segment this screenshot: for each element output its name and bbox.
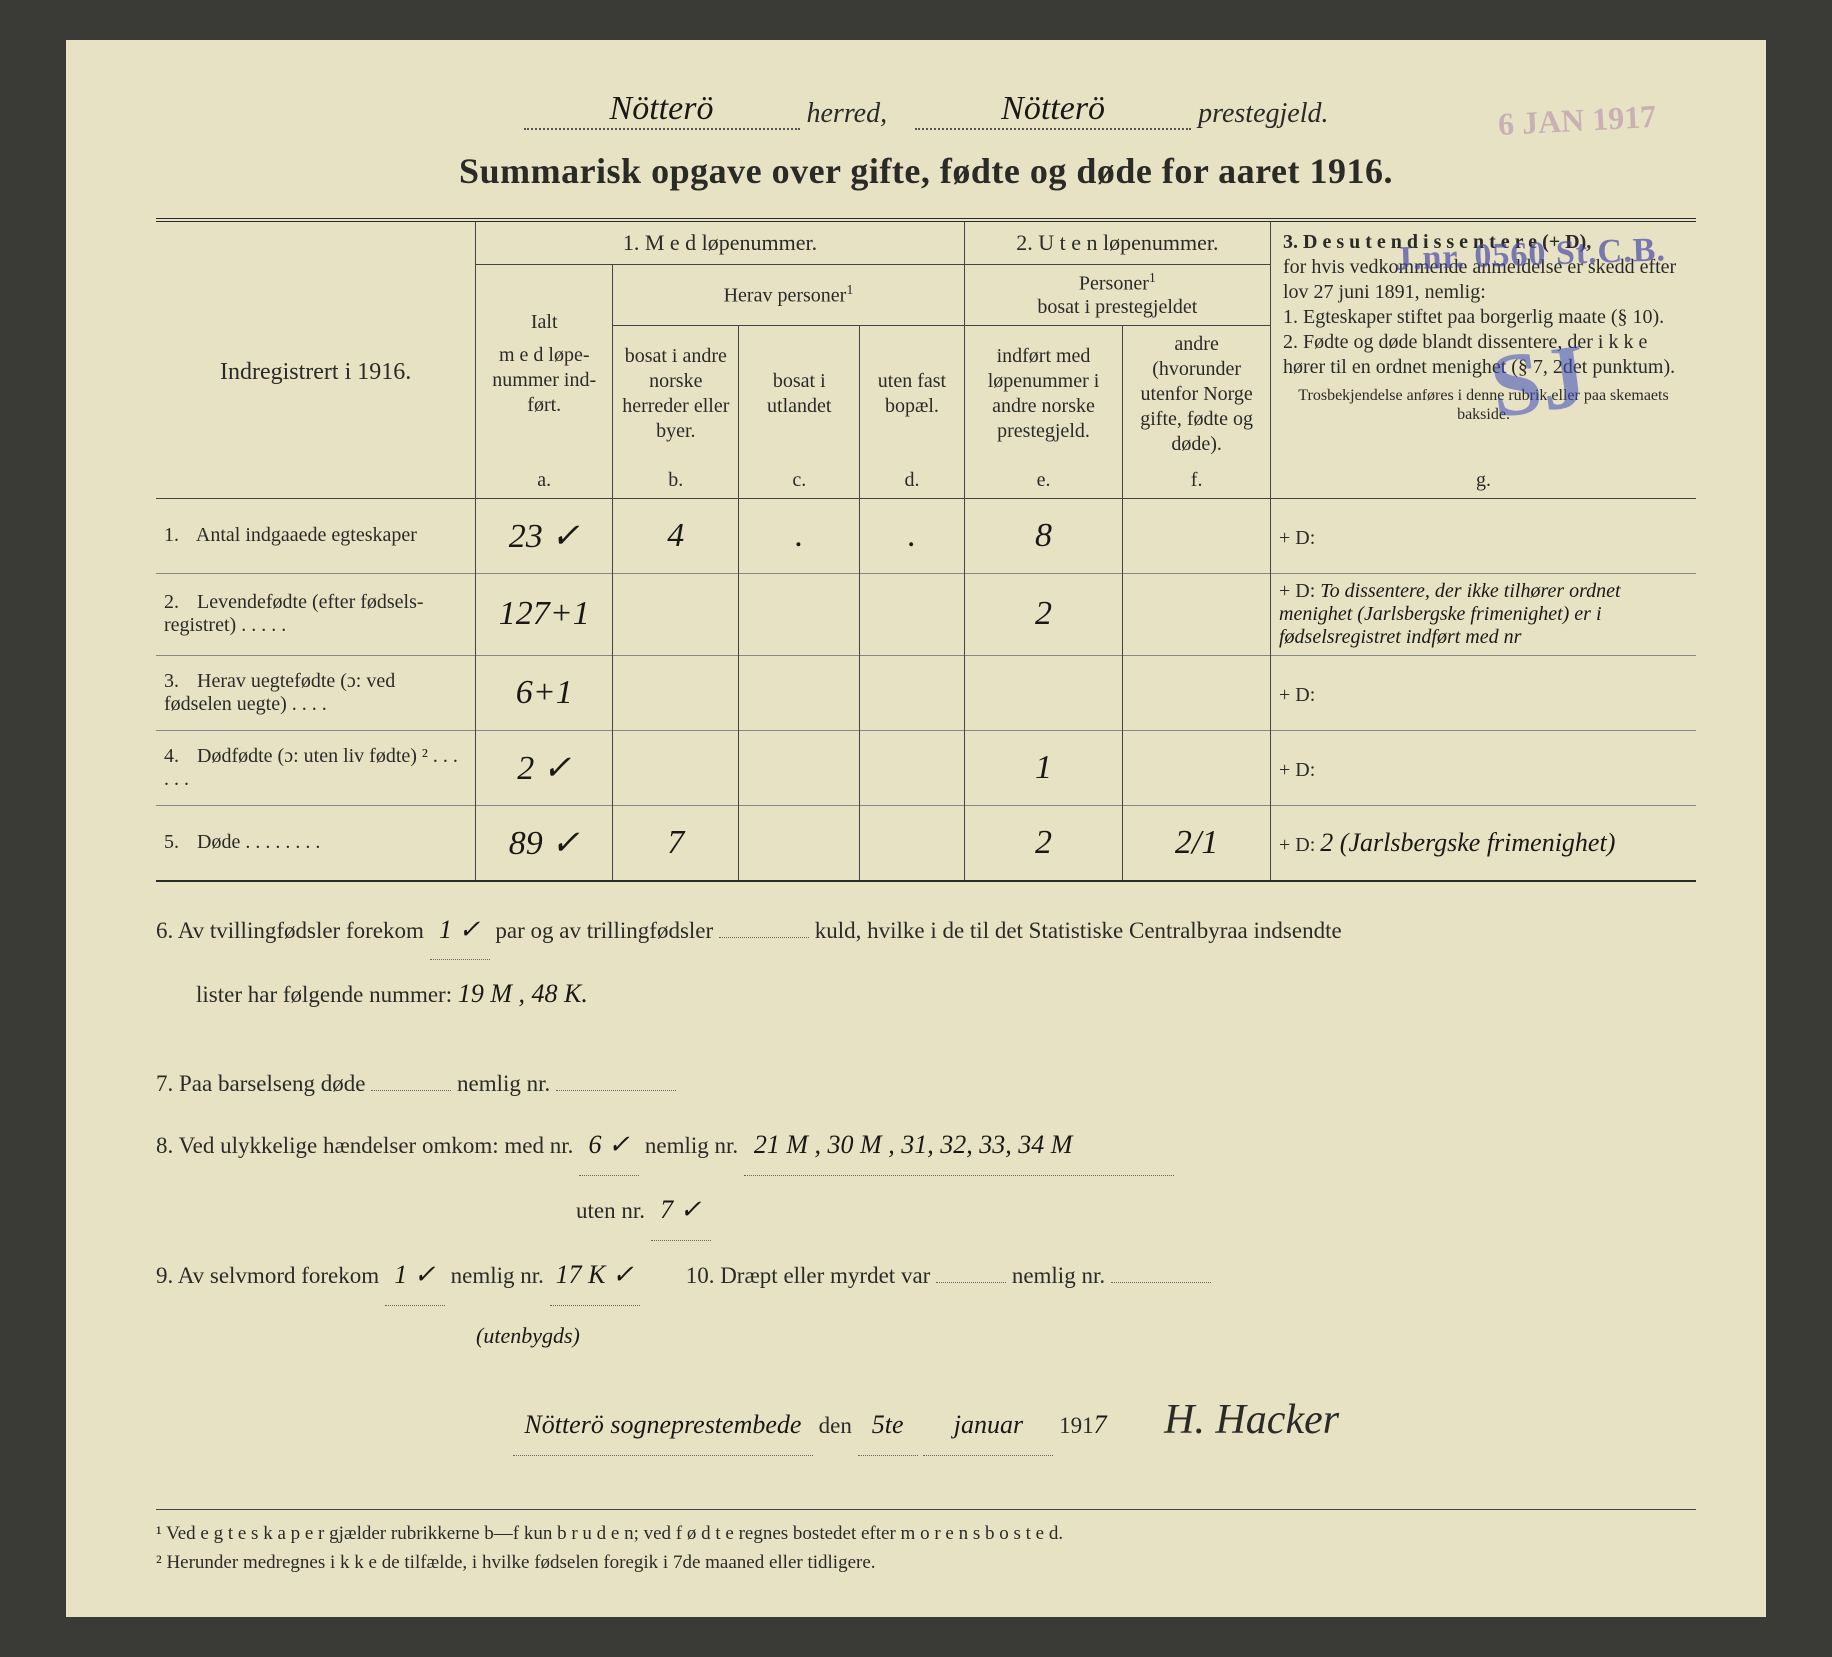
document-page: 6 JAN 1917 J.nr. 0560 St.C.B. SJ Nötterö… <box>66 40 1766 1617</box>
col-b-header: bosat i andre norske herreder eller byer… <box>613 325 739 463</box>
letter-b: b. <box>613 463 739 499</box>
stamp-received-date: 6 JAN 1917 <box>1497 98 1657 143</box>
footnotes: ¹ Ved e g t e s k a p e r gjælder rubrik… <box>156 1509 1696 1577</box>
date-month: januar <box>923 1395 1053 1456</box>
col-e-header: indført med løpenummer i andre norske pr… <box>964 325 1123 463</box>
table-row: 4. Dødfødte (ɔ: uten liv fødte) ² . . . … <box>156 730 1696 805</box>
col2-title: 2. U t e n løpenummer. <box>964 220 1270 265</box>
summary-table: Indregistrert i 1916. 1. M e d løpenumme… <box>156 218 1696 882</box>
letter-g: g. <box>1271 463 1697 499</box>
date-signature-line: Nötterö sogneprestembede den 5te januar … <box>156 1372 1696 1469</box>
letter-c: c. <box>739 463 860 499</box>
line-9-note: (utenbygds) <box>156 1310 1696 1363</box>
table-row: 3. Herav uegtefødte (ɔ: ved fødselen ueg… <box>156 655 1696 730</box>
col-index-header: Indregistrert i 1916. <box>156 220 476 463</box>
table-row: 1. Antal indgaaede egteskaper 23 ✓ 4 . .… <box>156 498 1696 573</box>
date-year: 7 <box>1094 1410 1107 1439</box>
footnote-1: ¹ Ved e g t e s k a p e r gjælder rubrik… <box>156 1520 1696 1549</box>
herav-header: Herav personer1 <box>613 265 965 326</box>
line-8b: uten nr. 7 ✓ <box>156 1180 1696 1241</box>
letter-a: a. <box>476 463 613 499</box>
table-row: 5. Døde . . . . . . . . 89 ✓ 7 2 2/1 + D… <box>156 805 1696 881</box>
header-line: Nötterö herred, Nötterö prestegjeld. <box>156 90 1696 130</box>
col-f-header: andre (hvorunder utenfor Norge gifte, fø… <box>1123 325 1271 463</box>
line-6b: lister har følgende nummer: 19 M , 48 K. <box>156 964 1696 1024</box>
prestegjeld-label: prestegjeld. <box>1198 98 1328 129</box>
line-9-10: 9. Av selvmord forekom 1 ✓ nemlig nr. 17… <box>156 1245 1696 1306</box>
table-row: 2. Levendefødte (efter fødsels-registret… <box>156 573 1696 655</box>
col-d-header: uten fast bopæl. <box>860 325 965 463</box>
letter-e: e. <box>964 463 1123 499</box>
footnote-2: ² Herunder medregnes i k k e de tilfælde… <box>156 1549 1696 1578</box>
letter-f: f. <box>1123 463 1271 499</box>
herred-label: herred, <box>807 98 888 129</box>
lower-section: 6. Av tvillingfødsler forekom 1 ✓ par og… <box>156 900 1696 1469</box>
col-a-header: Ialt m e d løpe-nummer ind-ført. <box>476 265 613 463</box>
line-6: 6. Av tvillingfødsler forekom 1 ✓ par og… <box>156 900 1696 961</box>
col2-sub: Personer1 bosat i prestegjeldet <box>964 265 1270 326</box>
prestegjeld-value: Nötterö <box>915 90 1191 130</box>
document-title: Summarisk opgave over gifte, fødte og dø… <box>156 150 1696 192</box>
line-8: 8. Ved ulykkelige hændelser omkom: med n… <box>156 1115 1696 1176</box>
stamp-initials: SJ <box>1484 324 1592 439</box>
herred-value: Nötterö <box>524 90 800 130</box>
date-day: 5te <box>858 1395 918 1456</box>
letter-d: d. <box>860 463 965 499</box>
place-value: Nötterö sogneprestembede <box>513 1395 813 1456</box>
col-c-header: bosat i utlandet <box>739 325 860 463</box>
signature: H. Hacker <box>1164 1397 1339 1443</box>
col1-title: 1. M e d løpenummer. <box>476 220 965 265</box>
line-7: 7. Paa barselseng døde nemlig nr. <box>156 1058 1696 1111</box>
